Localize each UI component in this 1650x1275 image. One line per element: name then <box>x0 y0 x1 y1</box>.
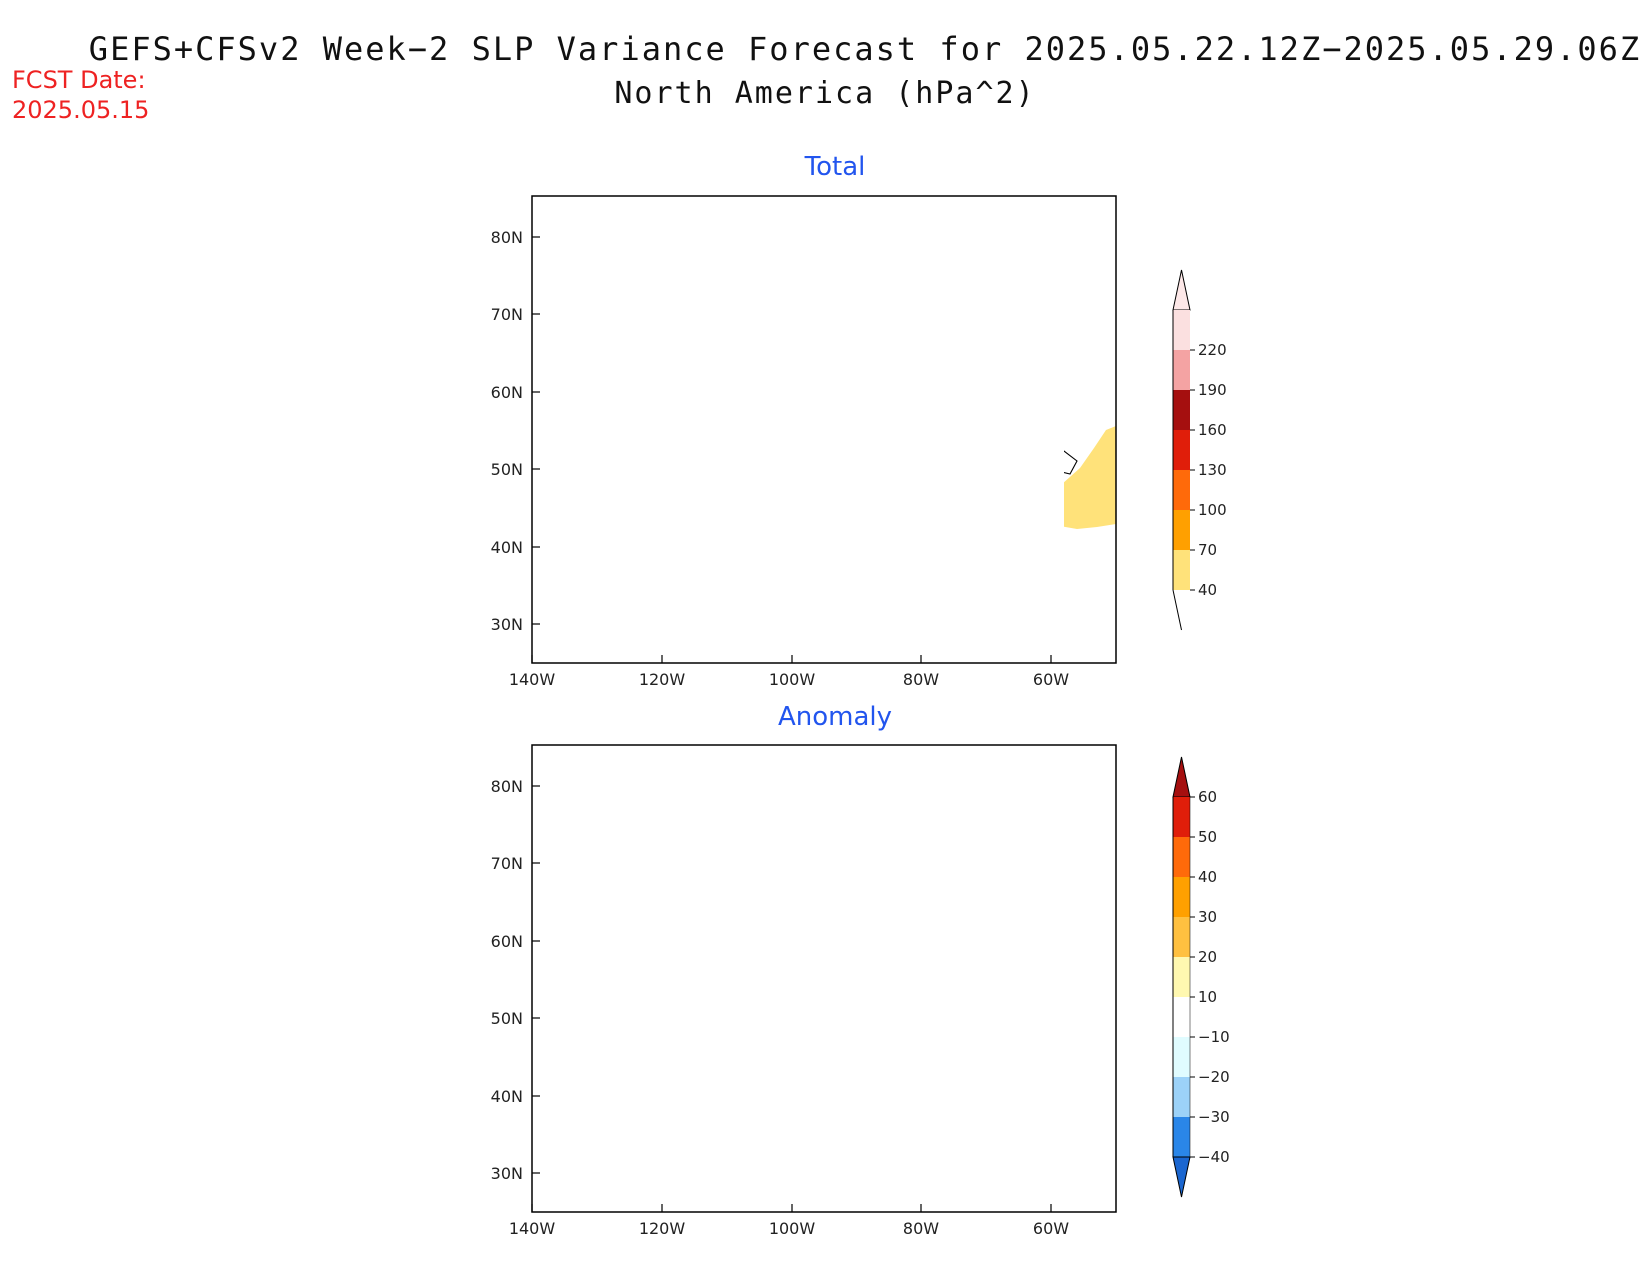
colorbar-label: 50 <box>1198 828 1217 846</box>
lon-tick-label: 120W <box>639 1219 686 1238</box>
colorbar-segment <box>1173 430 1190 470</box>
panel-title-anomaly: Anomaly <box>777 702 893 732</box>
colorbar-label: 30 <box>1198 908 1217 926</box>
lon-tick-label: 100W <box>769 670 816 689</box>
anomaly-region-30 <box>914 930 1080 997</box>
colorbar-label: 160 <box>1198 421 1227 439</box>
colorbar-label: 220 <box>1198 341 1227 359</box>
colorbar-segment <box>1173 797 1190 837</box>
colorbar-label: 40 <box>1198 581 1217 599</box>
colorbar-segment <box>1173 550 1190 590</box>
colorbar-bottom-arrow <box>1172 1156 1191 1198</box>
colorbar-label: 40 <box>1198 868 1217 886</box>
lat-tick-label: 70N <box>491 305 523 324</box>
colorbar-segment <box>1173 390 1190 430</box>
colorbar-segment <box>1173 310 1190 350</box>
anomaly-region-20 <box>837 865 1116 1037</box>
colorbar-segment <box>1173 510 1190 550</box>
colorbar-label: −30 <box>1198 1108 1230 1126</box>
colorbar-label: 70 <box>1198 541 1217 559</box>
lat-tick-label: 60N <box>491 932 523 951</box>
lon-tick-label: 80W <box>903 670 939 689</box>
axes-total: 80N 70N 60N 50N 40N 30N 140W 120W 100W 80W 60W <box>491 228 1070 689</box>
colorbar-label: 60 <box>1198 788 1217 806</box>
colorbar-segment <box>1173 997 1190 1037</box>
lat-tick-label: 30N <box>491 1164 523 1183</box>
colorbar-label: −40 <box>1198 1148 1230 1166</box>
colorbar-segment <box>1173 877 1190 917</box>
colorbar-label: −20 <box>1198 1068 1230 1086</box>
forecast-date-label: FCST Date: <box>12 66 146 94</box>
colorbar-segment <box>1173 917 1190 957</box>
lon-tick-label: 60W <box>1033 670 1069 689</box>
colorbar-segment <box>1173 837 1190 877</box>
colorbar-label: 10 <box>1198 988 1217 1006</box>
colorbar-top-arrow <box>1172 269 1191 311</box>
lat-tick-label: 80N <box>491 228 523 247</box>
lat-tick-label: 70N <box>491 854 523 873</box>
lon-tick-label: 100W <box>769 1219 816 1238</box>
colorbar-label: 100 <box>1198 501 1227 519</box>
lat-tick-label: 50N <box>491 460 523 479</box>
lon-tick-label: 60W <box>1033 1219 1069 1238</box>
colorbar-label: −10 <box>1198 1028 1230 1046</box>
panel-title-total: Total <box>804 152 866 182</box>
colorbar-segment <box>1173 470 1190 510</box>
colorbar-segment <box>1173 1077 1190 1117</box>
total-region-west <box>532 424 557 496</box>
lat-tick-label: 40N <box>491 1087 523 1106</box>
lon-tick-label: 140W <box>509 1219 556 1238</box>
colorbar-label: 20 <box>1198 948 1217 966</box>
chart-title-line1: GEFS+CFSv2 Week−2 SLP Variance Forecast … <box>88 30 1642 68</box>
colorbar-segment <box>1173 350 1190 390</box>
lon-tick-label: 120W <box>639 670 686 689</box>
map-panel-total <box>531 195 1117 664</box>
lat-tick-label: 60N <box>491 383 523 402</box>
colorbar-label: 190 <box>1198 381 1227 399</box>
lat-tick-label: 80N <box>491 777 523 796</box>
colorbar-total: 220 190 160 130 100 70 40 <box>1172 269 1227 631</box>
chart-title-line2: North America (hPa^2) <box>614 76 1036 111</box>
colorbar-top-arrow <box>1172 756 1191 798</box>
axes-anomaly: 80N 70N 60N 50N 40N 30N 140W 120W 100W 80W 60W <box>491 777 1070 1238</box>
lat-tick-label: 30N <box>491 615 523 634</box>
lon-tick-label: 140W <box>509 670 556 689</box>
colorbar-anomaly: 60 50 40 30 20 10 −10 −20 −30 −40 <box>1172 756 1230 1198</box>
lat-tick-label: 40N <box>491 538 523 557</box>
colorbar-segment <box>1173 1117 1190 1157</box>
map-panel-anomaly <box>531 744 1117 1213</box>
colorbar-segment <box>1173 957 1190 997</box>
colorbar-label: 130 <box>1198 461 1227 479</box>
forecast-date-value: 2025.05.15 <box>12 96 150 124</box>
lon-tick-label: 80W <box>903 1219 939 1238</box>
anomaly-region-10 <box>657 805 1116 1060</box>
colorbar-segment <box>1173 1037 1190 1077</box>
colorbar-bottom-arrow <box>1172 589 1182 631</box>
total-region-east <box>1064 426 1116 529</box>
lat-tick-label: 50N <box>491 1009 523 1028</box>
